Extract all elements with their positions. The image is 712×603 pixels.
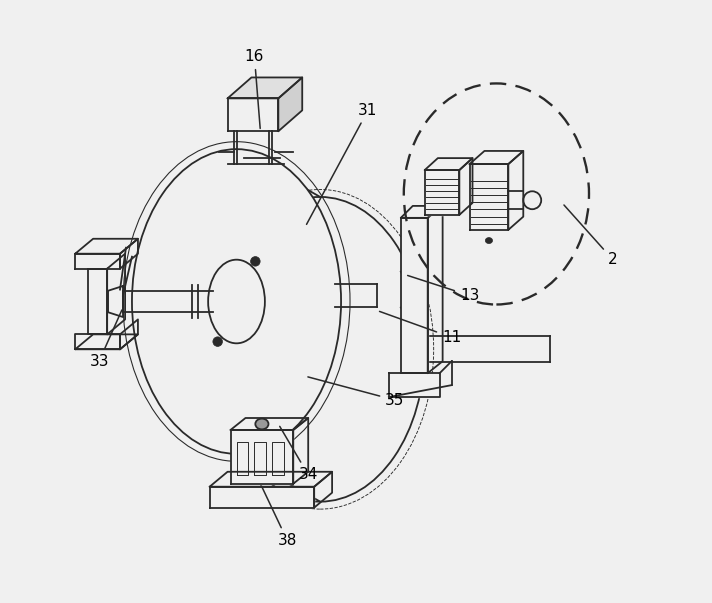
Ellipse shape <box>208 260 265 343</box>
Text: 34: 34 <box>280 426 318 482</box>
Text: 13: 13 <box>408 276 479 303</box>
Polygon shape <box>278 77 302 131</box>
Text: 16: 16 <box>245 49 264 128</box>
Text: 2: 2 <box>564 205 618 267</box>
Polygon shape <box>231 430 293 484</box>
Polygon shape <box>424 170 459 215</box>
Text: 31: 31 <box>307 103 377 224</box>
Polygon shape <box>228 77 302 98</box>
Ellipse shape <box>256 418 268 429</box>
Text: 11: 11 <box>379 311 461 345</box>
Polygon shape <box>389 373 439 397</box>
Text: 38: 38 <box>261 486 297 548</box>
Polygon shape <box>401 218 428 373</box>
Ellipse shape <box>216 197 424 502</box>
Ellipse shape <box>251 257 260 266</box>
Text: 35: 35 <box>308 377 404 408</box>
Ellipse shape <box>486 238 493 244</box>
Polygon shape <box>75 254 120 269</box>
Polygon shape <box>228 98 278 131</box>
Ellipse shape <box>132 149 341 454</box>
Ellipse shape <box>213 337 222 346</box>
Polygon shape <box>209 487 314 508</box>
Text: 33: 33 <box>89 310 122 369</box>
Polygon shape <box>75 334 120 349</box>
Polygon shape <box>88 269 108 334</box>
Polygon shape <box>469 164 508 230</box>
